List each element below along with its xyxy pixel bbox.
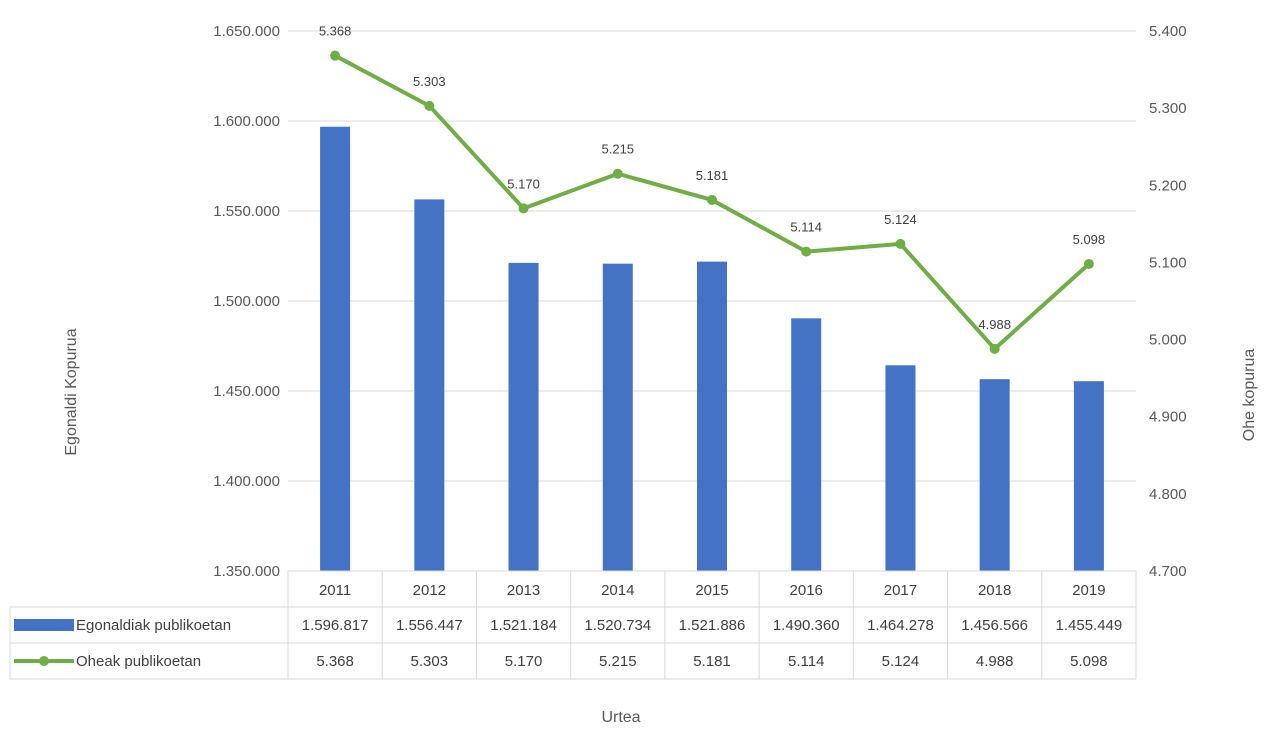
category-label: 2018: [978, 582, 1011, 599]
table-cell: 1.520.734: [584, 617, 651, 634]
legend-key-marker: [39, 656, 49, 666]
right-tick-label: 5.000: [1149, 332, 1187, 349]
line-point-2011: [330, 50, 341, 61]
category-label: 2013: [507, 582, 540, 599]
bar-2016: [791, 318, 822, 571]
left-tick-label: 1.600.000: [213, 113, 280, 130]
line-series: [330, 50, 1094, 354]
right-tick-label: 5.100: [1149, 254, 1187, 271]
table-cell: 5.170: [505, 653, 543, 670]
left-axis-ticks: 1.350.000 1.400.000 1.450.000 1.500.000 1.55…: [213, 23, 280, 580]
right-tick-label: 4.900: [1149, 409, 1187, 426]
left-tick-label: 1.350.000: [213, 563, 280, 580]
bar-2019: [1073, 381, 1104, 571]
right-axis-ticks: 4.700 4.800 4.900 5.000 5.100 5.200 5.300 5.400: [1149, 23, 1187, 580]
table-cell: 5.124: [882, 653, 920, 670]
data-table: 2011 2012 2013 2014 2015 2016 2017 2018 2019 Egon…: [9, 570, 1137, 680]
series-name: Oheak publikoetan: [76, 653, 201, 670]
category-label: 2014: [601, 582, 634, 599]
line-point-2018: [989, 343, 1000, 354]
category-label: 2017: [884, 582, 917, 599]
bar-2011: [320, 126, 351, 571]
right-tick-label: 5.400: [1149, 23, 1187, 40]
table-cell: 1.464.278: [867, 617, 934, 634]
table-cell: 5.303: [411, 653, 449, 670]
table-cell: 1.596.817: [302, 617, 369, 634]
line-point-2015: [707, 194, 717, 205]
line-data-label: 4.988: [978, 317, 1011, 332]
table-cell: 5.181: [693, 653, 731, 670]
line-data-label: 5.181: [696, 168, 729, 183]
bar-2017: [885, 365, 916, 571]
table-cell: 1.455.449: [1056, 617, 1123, 634]
left-tick-label: 1.450.000: [213, 383, 280, 400]
right-tick-label: 4.700: [1149, 563, 1187, 580]
legend-key-bar: [14, 619, 74, 631]
line-data-label: 5.368: [319, 24, 352, 39]
series-name: Egonaldiak publikoetan: [76, 617, 231, 634]
category-label: 2019: [1072, 582, 1105, 599]
category-label: 2011: [319, 582, 351, 599]
left-tick-label: 1.650.000: [213, 23, 280, 40]
line-point-2016: [801, 246, 812, 257]
line-point-2019: [1083, 258, 1094, 269]
line-data-label: 5.098: [1073, 232, 1106, 247]
table-cell: 1.490.360: [773, 617, 840, 634]
left-tick-label: 1.400.000: [213, 473, 280, 490]
table-cell: 1.456.566: [961, 617, 1028, 634]
line-point-2017: [895, 238, 906, 249]
line-point-2014: [612, 168, 623, 179]
line-data-label: 5.215: [602, 142, 635, 157]
table-cell: 5.114: [788, 653, 824, 670]
left-tick-label: 1.500.000: [213, 293, 280, 310]
bar-2013: [508, 262, 539, 571]
line-data-label: 5.170: [507, 176, 540, 191]
bar-2018: [979, 379, 1010, 571]
right-tick-label: 5.200: [1149, 177, 1187, 194]
table-cell: 1.521.184: [490, 617, 557, 634]
line-point-2013: [518, 203, 529, 214]
category-label: 2016: [790, 582, 823, 599]
category-label: 2015: [695, 582, 728, 599]
right-tick-label: 5.300: [1149, 100, 1187, 117]
y-axis-right-title: Ohe kopurua: [1241, 349, 1258, 442]
category-label: 2012: [413, 582, 446, 599]
data-labels: 5.368 5.303 5.170 5.215 5.181 5.114 5.124 4.988…: [319, 24, 1105, 332]
x-axis-title: Urtea: [601, 709, 640, 726]
line-data-label: 5.114: [790, 220, 822, 235]
table-cell: 1.521.886: [679, 617, 746, 634]
right-tick-label: 4.800: [1149, 486, 1187, 503]
table-cell: 1.556.447: [396, 617, 463, 634]
bar-2012: [414, 199, 445, 572]
y-axis-left-title: Egonaldi Kopurua: [63, 328, 80, 455]
bar-series: [320, 126, 1104, 572]
table-cell: 5.368: [316, 653, 354, 670]
bar-2015: [697, 261, 727, 571]
line-data-label: 5.124: [884, 212, 917, 227]
line-point-2012: [424, 100, 435, 111]
left-tick-label: 1.550.000: [213, 203, 280, 220]
line-data-label: 5.303: [413, 74, 446, 89]
table-cell: 4.988: [976, 653, 1014, 670]
table-cell: 5.098: [1070, 653, 1108, 670]
bar-2014: [602, 263, 633, 571]
table-cell: 5.215: [599, 653, 637, 670]
